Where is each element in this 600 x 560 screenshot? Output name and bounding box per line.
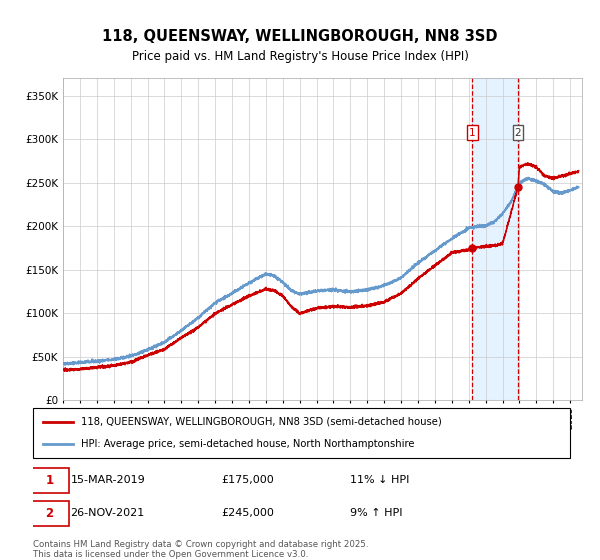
Text: Price paid vs. HM Land Registry's House Price Index (HPI): Price paid vs. HM Land Registry's House … bbox=[131, 50, 469, 63]
Text: This data is licensed under the Open Government Licence v3.0.: This data is licensed under the Open Gov… bbox=[33, 550, 308, 559]
Text: 26-NOV-2021: 26-NOV-2021 bbox=[71, 508, 145, 518]
Text: 9% ↑ HPI: 9% ↑ HPI bbox=[350, 508, 403, 518]
FancyBboxPatch shape bbox=[31, 468, 69, 493]
FancyBboxPatch shape bbox=[31, 501, 69, 526]
Text: £245,000: £245,000 bbox=[221, 508, 274, 518]
Text: 11% ↓ HPI: 11% ↓ HPI bbox=[350, 475, 409, 485]
Text: Contains HM Land Registry data © Crown copyright and database right 2025.: Contains HM Land Registry data © Crown c… bbox=[33, 540, 368, 549]
Text: 2: 2 bbox=[46, 507, 54, 520]
Text: 118, QUEENSWAY, WELLINGBOROUGH, NN8 3SD (semi-detached house): 118, QUEENSWAY, WELLINGBOROUGH, NN8 3SD … bbox=[82, 417, 442, 427]
Bar bbox=[472, 78, 518, 400]
Text: £175,000: £175,000 bbox=[221, 475, 274, 485]
Text: HPI: Average price, semi-detached house, North Northamptonshire: HPI: Average price, semi-detached house,… bbox=[82, 439, 415, 449]
Text: 1: 1 bbox=[46, 474, 54, 487]
FancyBboxPatch shape bbox=[33, 408, 570, 458]
Text: 2: 2 bbox=[515, 128, 521, 138]
Text: 118, QUEENSWAY, WELLINGBOROUGH, NN8 3SD: 118, QUEENSWAY, WELLINGBOROUGH, NN8 3SD bbox=[102, 29, 498, 44]
Text: 15-MAR-2019: 15-MAR-2019 bbox=[71, 475, 145, 485]
Text: 1: 1 bbox=[469, 128, 476, 138]
